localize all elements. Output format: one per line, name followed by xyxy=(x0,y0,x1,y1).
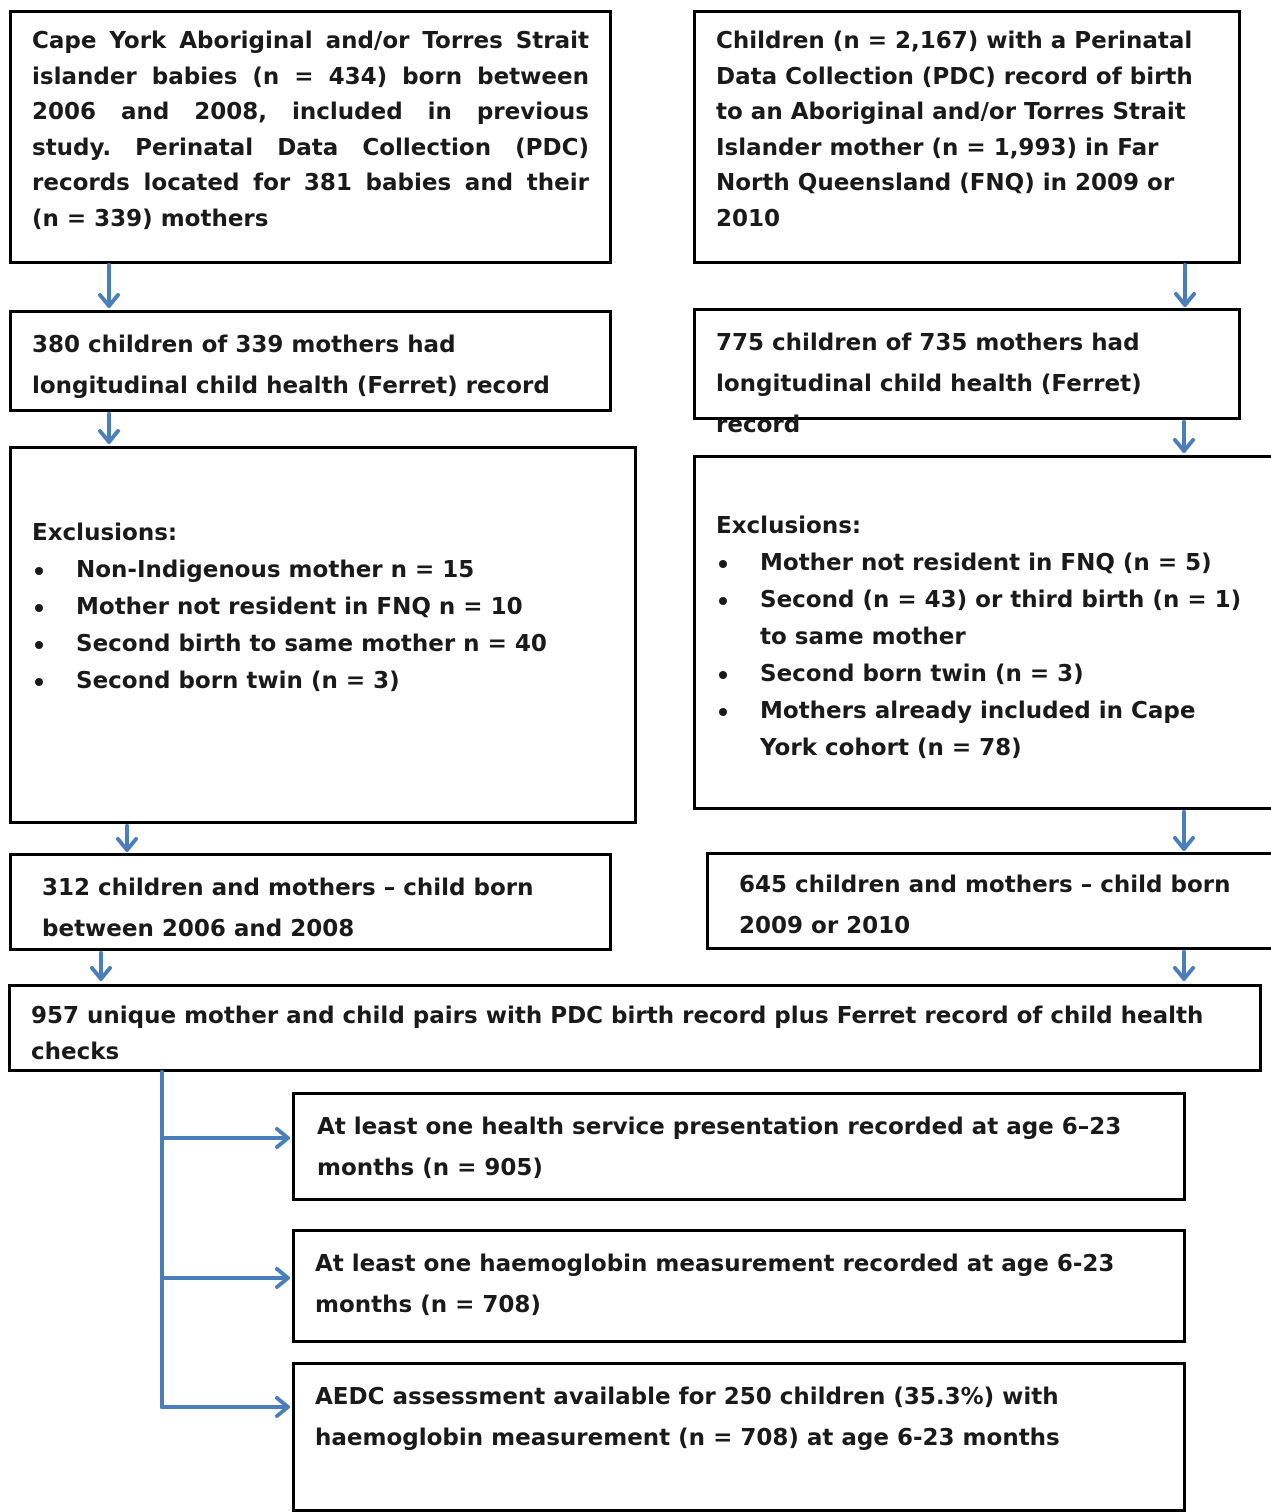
list-item: Second born twin (n = 3) xyxy=(32,663,614,700)
outcome-box-aedc: AEDC assessment available for 250 childr… xyxy=(292,1362,1186,1512)
outcome-text-presentation: At least one health service presentation… xyxy=(317,1114,1122,1181)
arrow-left-2 xyxy=(98,412,120,444)
right-ferret-box: 775 children of 735 mothers had longitud… xyxy=(693,308,1241,438)
list-item: Non-Indigenous mother n = 15 xyxy=(32,552,614,589)
left-source-text: Cape York Aboriginal and/or Torres Strai… xyxy=(32,28,589,232)
outcome-text-haemoglobin: At least one haemoglobin measurement rec… xyxy=(315,1251,1115,1318)
arrow-left-4 xyxy=(90,951,112,981)
arrow-right-3 xyxy=(1173,810,1195,851)
list-item: Mothers already included in Cape York co… xyxy=(716,693,1253,767)
right-source-text: Children (n = 2,167) with a Perinatal Da… xyxy=(716,28,1193,232)
combined-box: 957 unique mother and child pairs with P… xyxy=(8,984,1262,1072)
left-exclusions-list: Non-Indigenous mother n = 15 Mother not … xyxy=(32,552,614,700)
arrow-right-4 xyxy=(1173,950,1195,981)
left-final-box: 312 children and mothers – child born be… xyxy=(9,853,612,951)
left-ferret-text: 380 children of 339 mothers had longitud… xyxy=(32,332,550,399)
arrow-right-2 xyxy=(1173,420,1195,453)
right-exclusions-list: Mother not resident in FNQ (n = 5) Secon… xyxy=(716,545,1253,767)
right-final-text: 645 children and mothers – child born 20… xyxy=(739,872,1231,939)
list-item: Second (n = 43) or third birth (n = 1) t… xyxy=(716,582,1253,656)
combined-text: 957 unique mother and child pairs with P… xyxy=(31,1003,1204,1065)
arrow-branch-presentation xyxy=(160,1127,290,1149)
left-source-box: Cape York Aboriginal and/or Torres Strai… xyxy=(9,10,612,264)
arrow-left-3 xyxy=(116,824,138,852)
outcome-box-presentation: At least one health service presentation… xyxy=(292,1092,1186,1201)
left-exclusions-box: Exclusions: Non-Indigenous mother n = 15… xyxy=(9,446,637,824)
right-ferret-text: 775 children of 735 mothers had longitud… xyxy=(716,330,1142,438)
list-item: Second born twin (n = 3) xyxy=(716,656,1253,693)
left-final-text: 312 children and mothers – child born be… xyxy=(42,875,534,942)
list-item: Second birth to same mother n = 40 xyxy=(32,626,614,663)
arrow-right-1 xyxy=(1174,263,1196,307)
outcome-text-aedc: AEDC assessment available for 250 childr… xyxy=(315,1384,1060,1451)
arrow-left-1 xyxy=(98,263,120,308)
outcome-box-haemoglobin: At least one haemoglobin measurement rec… xyxy=(292,1229,1186,1343)
right-final-box: 645 children and mothers – child born 20… xyxy=(706,852,1271,950)
list-item: Mother not resident in FNQ (n = 5) xyxy=(716,545,1253,582)
right-source-box: Children (n = 2,167) with a Perinatal Da… xyxy=(693,10,1241,264)
arrow-branch-aedc xyxy=(160,1396,290,1418)
right-exclusions-title: Exclusions: xyxy=(716,513,862,539)
left-ferret-box: 380 children of 339 mothers had longitud… xyxy=(9,310,612,412)
list-item: Mother not resident in FNQ n = 10 xyxy=(32,589,614,626)
arrow-branch-haemoglobin xyxy=(160,1267,290,1289)
left-exclusions-title: Exclusions: xyxy=(32,520,178,546)
right-exclusions-box: Exclusions: Mother not resident in FNQ (… xyxy=(693,455,1271,810)
